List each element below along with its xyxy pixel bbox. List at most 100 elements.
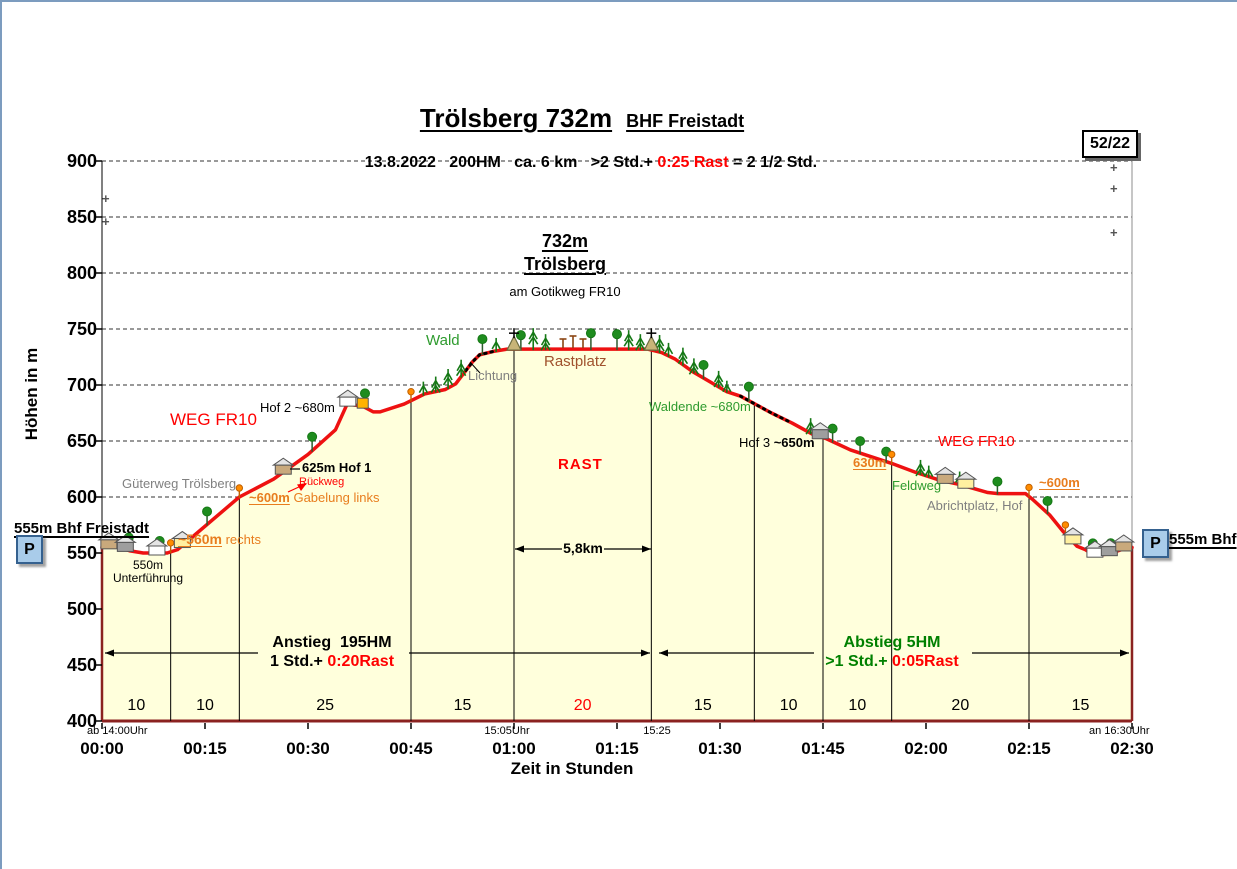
deciduous-tree-icon xyxy=(515,330,526,341)
conifer-tree-icon xyxy=(418,385,425,394)
plus-mark: + xyxy=(1110,225,1118,240)
weg-fr10-right-label: WEG FR10 xyxy=(938,433,1015,450)
conifer-tree-icon xyxy=(460,363,466,372)
segment-minutes-label: 10 xyxy=(848,697,867,714)
y-tick-label: 400 xyxy=(66,711,97,731)
house-icon xyxy=(933,466,957,475)
conifer-tree-icon xyxy=(532,336,539,345)
conifer-tree-icon xyxy=(717,379,724,388)
x-tick-label: 01:00 xyxy=(492,739,536,758)
y-tick-label: 750 xyxy=(66,319,97,339)
feldweg-label: Feldweg xyxy=(892,478,942,493)
start-clock-label: ab 14:00Uhr xyxy=(87,725,148,737)
conifer-tree-icon xyxy=(726,384,732,393)
waypoint-marker-icon xyxy=(407,387,415,396)
house-icon xyxy=(271,457,295,466)
tour-info-line: 13.8.2022 200HM ca. 6 km >2 Std.+ 0:25 R… xyxy=(2,136,1162,190)
start-station-label: 555m Bhf Freistadt xyxy=(14,520,150,537)
y-tick-label: 600 xyxy=(66,487,97,507)
arrowhead xyxy=(515,545,524,553)
deciduous-tree-icon xyxy=(743,381,754,392)
plus-mark: + xyxy=(102,214,110,229)
waypoint-630m-label: 630m xyxy=(853,455,887,470)
conifer-tree-icon xyxy=(443,372,449,381)
conifer-tree-icon xyxy=(722,384,728,393)
ascent-title: Anstieg 195HM xyxy=(272,634,392,651)
waypoint-marker-icon xyxy=(1025,483,1033,492)
conifer-tree-icon xyxy=(805,421,812,430)
arrowhead xyxy=(659,649,668,657)
x-tick-label: 01:30 xyxy=(698,739,742,758)
segment-minutes-label: 15 xyxy=(1071,697,1090,714)
conifer-tree-icon xyxy=(658,338,665,347)
conifer-tree-icon xyxy=(623,333,630,342)
house-icon xyxy=(274,464,292,475)
conifer-tree-icon xyxy=(919,468,926,477)
elevation-area-fill xyxy=(102,349,1132,721)
y-axis-title: Höhen in m xyxy=(22,347,41,441)
arrowhead xyxy=(642,545,651,553)
segment-minutes-label: 10 xyxy=(779,697,798,714)
y-tick-label: 850 xyxy=(66,207,97,227)
segment-minutes-label: 15 xyxy=(693,697,712,714)
parking-icon-end: P xyxy=(1142,529,1169,558)
conifer-tree-icon xyxy=(435,385,441,394)
arrowhead xyxy=(105,649,114,657)
gueterweg-label: Güterweg Trölsberg xyxy=(122,476,237,491)
segment-minutes-label: 15 xyxy=(453,697,472,714)
conifer-tree-icon xyxy=(623,338,630,347)
house-icon xyxy=(1100,546,1118,557)
tour-info: 13.8.2022 200HM ca. 6 km >2 Std.+ xyxy=(364,154,658,171)
unterfuehrung-label: Unterführung xyxy=(112,571,184,585)
segment-minutes-label: 20 xyxy=(951,697,970,714)
rueckweg-arrow xyxy=(297,483,307,491)
x-tick-label: 02:00 xyxy=(904,739,948,758)
deciduous-tree-icon xyxy=(477,334,488,345)
conifer-tree-icon xyxy=(528,336,534,345)
descent-title: Abstieg 5HM xyxy=(843,634,941,651)
house-icon xyxy=(100,539,118,550)
dotted-route-section xyxy=(739,394,794,425)
plus-mark: + xyxy=(1110,160,1118,175)
segment-minutes-label: 10 xyxy=(127,697,146,714)
x-tick-label: 00:30 xyxy=(286,739,330,758)
conifer-tree-icon xyxy=(532,331,538,340)
segment-minutes-label: 10 xyxy=(196,697,214,714)
dotted-route-section xyxy=(464,349,499,372)
y-tick-label: 900 xyxy=(66,151,97,171)
tour-number-badge: 52/22 xyxy=(1082,130,1138,158)
conifer-tree-icon xyxy=(682,356,689,365)
house-icon xyxy=(936,473,954,484)
y-tick-label: 800 xyxy=(66,263,97,283)
deciduous-tree-icon xyxy=(612,329,622,340)
house-icon xyxy=(957,478,975,489)
conifer-tree-icon xyxy=(422,385,429,394)
conifer-tree-icon xyxy=(455,368,462,377)
conifer-tree-icon xyxy=(658,343,665,352)
ascent-time: 1 Std.+ 0:20Rast xyxy=(269,653,395,670)
barn-icon xyxy=(356,397,369,409)
deciduous-tree-icon xyxy=(1042,496,1053,507)
end-station-label: 555m Bhf xyxy=(1169,531,1237,548)
x-tick-label: 00:45 xyxy=(389,739,433,758)
conifer-tree-icon xyxy=(635,342,642,351)
conifer-tree-icon xyxy=(544,342,551,351)
station-subtitle: BHF Freistadt xyxy=(626,111,745,131)
segment-minutes-label: 20 xyxy=(573,697,592,714)
conifer-tree-icon xyxy=(713,379,720,388)
clock-1525-label: 15:25 xyxy=(643,725,671,737)
cairn-marker-icon xyxy=(643,334,660,351)
deciduous-tree-icon xyxy=(698,360,709,371)
waypoint-marker-icon xyxy=(235,484,244,492)
waypoint-marker-icon xyxy=(1061,521,1070,529)
hof2-label: Hof 2 ~680m xyxy=(260,400,335,415)
y-tick-label: 550 xyxy=(66,543,97,563)
conifer-tree-icon xyxy=(915,468,922,477)
cairn-marker-icon xyxy=(506,334,522,351)
conifer-tree-icon xyxy=(639,342,646,351)
conifer-tree-icon xyxy=(456,363,462,372)
conifer-tree-icon xyxy=(442,377,449,386)
conifer-tree-icon xyxy=(713,374,720,383)
conifer-tree-icon xyxy=(717,374,724,383)
